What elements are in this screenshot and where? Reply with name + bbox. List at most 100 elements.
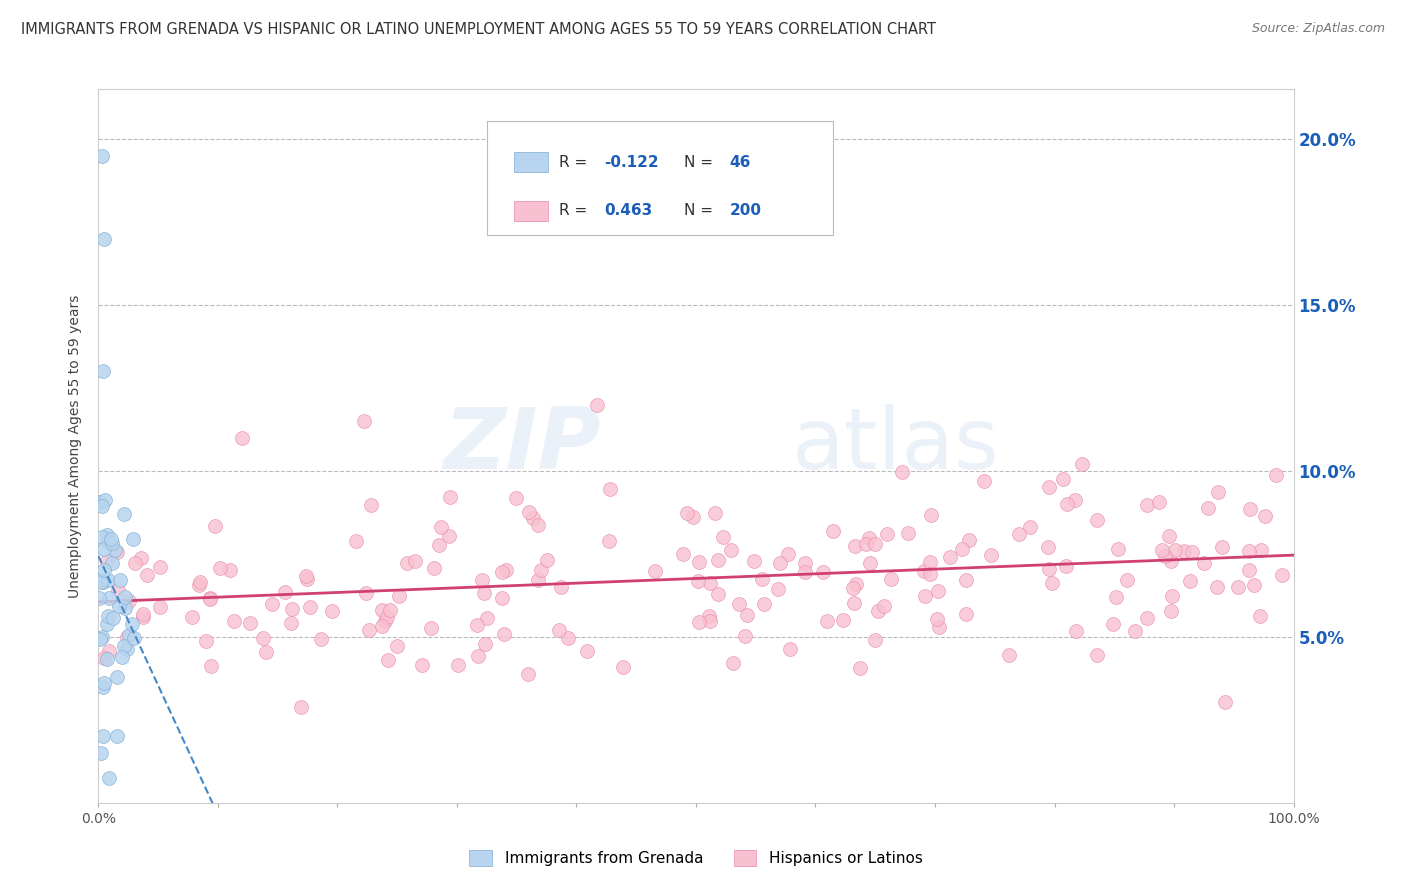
Point — [371, 603, 394, 617]
Point — [912, 564, 935, 578]
Point — [1102, 616, 1125, 631]
Point — [420, 621, 443, 635]
Text: Source: ZipAtlas.com: Source: ZipAtlas.com — [1251, 22, 1385, 36]
Point — [371, 619, 394, 633]
Point — [94, 492, 117, 507]
Point — [1085, 513, 1108, 527]
Point — [374, 614, 396, 628]
Point — [181, 610, 204, 624]
Point — [114, 601, 136, 615]
Point — [404, 554, 426, 568]
Point — [91, 364, 114, 378]
Point — [344, 533, 367, 548]
Point — [1038, 479, 1060, 493]
Point — [495, 563, 517, 577]
Point — [1152, 542, 1174, 557]
Point — [707, 587, 730, 601]
Point — [704, 506, 727, 520]
Point — [356, 585, 378, 599]
Point — [776, 547, 799, 561]
Point — [395, 556, 418, 570]
Point — [91, 730, 114, 744]
Point — [89, 573, 111, 587]
Point — [89, 632, 111, 646]
Point — [1136, 498, 1159, 512]
Point — [844, 540, 866, 554]
Point — [200, 658, 222, 673]
Point — [439, 529, 461, 543]
Point — [845, 576, 868, 591]
Point — [720, 542, 742, 557]
Point — [252, 631, 274, 645]
Point — [1147, 494, 1170, 508]
Point — [377, 653, 399, 667]
Point — [280, 616, 302, 631]
Point — [1007, 527, 1029, 541]
Point — [492, 626, 515, 640]
Point — [474, 637, 496, 651]
Point — [1206, 580, 1229, 594]
Point — [1206, 485, 1229, 500]
Point — [950, 541, 973, 556]
Point — [550, 580, 572, 594]
Point — [711, 530, 734, 544]
Point — [89, 494, 111, 508]
Point — [1249, 608, 1271, 623]
Point — [517, 666, 540, 681]
Point — [914, 589, 936, 603]
Point — [734, 629, 756, 643]
Point — [1271, 567, 1294, 582]
Point — [98, 771, 121, 785]
Point — [823, 524, 845, 538]
Text: atlas: atlas — [792, 404, 1000, 488]
Point — [1116, 573, 1139, 587]
Point — [131, 610, 153, 624]
Point — [91, 680, 114, 694]
Point — [1052, 472, 1074, 486]
Point — [897, 526, 920, 541]
Point — [1070, 458, 1092, 472]
Point — [1213, 695, 1236, 709]
Point — [815, 615, 838, 629]
Point — [735, 608, 758, 623]
Point — [377, 610, 399, 624]
Point — [239, 615, 262, 630]
Point — [439, 490, 461, 504]
Point — [294, 569, 316, 583]
Point — [114, 591, 136, 605]
Point — [1192, 556, 1215, 570]
Point — [274, 584, 297, 599]
Point — [751, 572, 773, 586]
Point — [682, 510, 704, 524]
Point — [131, 551, 153, 566]
Text: N =: N = — [685, 203, 718, 218]
Point — [93, 231, 115, 245]
Point — [752, 597, 775, 611]
Point — [1173, 543, 1195, 558]
Point — [96, 652, 118, 666]
Text: 200: 200 — [730, 203, 762, 218]
Point — [557, 631, 579, 645]
Point — [842, 596, 865, 610]
Point — [866, 604, 889, 618]
Point — [105, 729, 128, 743]
Point — [1163, 543, 1185, 558]
Point — [222, 615, 245, 629]
Point — [955, 607, 977, 621]
Point — [1054, 559, 1077, 574]
Point — [387, 639, 409, 653]
Point — [1038, 540, 1060, 554]
Point — [471, 573, 494, 587]
Point — [219, 563, 242, 577]
Point — [1237, 544, 1260, 558]
Point — [1019, 519, 1042, 533]
Point — [530, 563, 553, 577]
Point — [1159, 529, 1181, 543]
Point — [727, 597, 749, 611]
Point — [1056, 497, 1078, 511]
Point — [1064, 492, 1087, 507]
Point — [208, 560, 231, 574]
Point — [359, 623, 381, 637]
Point — [118, 593, 141, 607]
Point — [280, 602, 302, 616]
